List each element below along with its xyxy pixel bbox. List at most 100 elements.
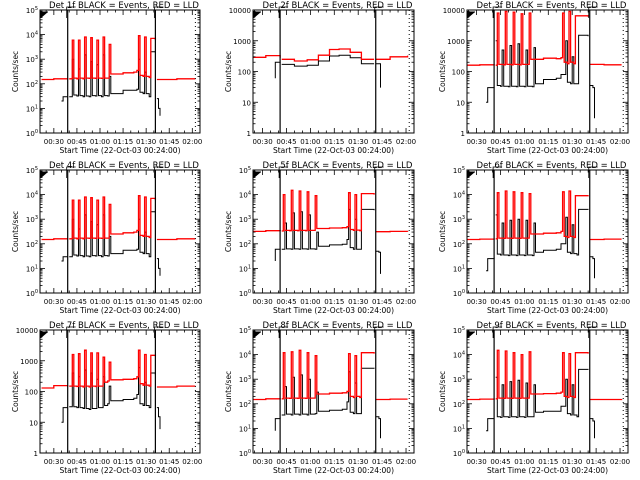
- interval-bracket-marker: [153, 166, 164, 178]
- events-series-line-segment-1: [486, 257, 495, 272]
- events-series-line-segment-2: [69, 367, 156, 410]
- events-series-line-segment-1: [61, 407, 68, 423]
- x-tick-label: 01:00: [300, 298, 320, 306]
- y-tick-label: 102: [26, 80, 38, 89]
- y-tick-label: 102: [239, 240, 251, 249]
- y-tick-label: 104: [453, 191, 465, 200]
- y-tick-label: 105: [26, 166, 38, 175]
- panel-data: [41, 349, 196, 430]
- y-tick-label: 100: [26, 289, 38, 298]
- events-series-line-segment-1: [486, 418, 495, 432]
- lld-series-line-segment-2: [495, 190, 589, 240]
- x-tick-label: 00:30: [466, 138, 486, 146]
- panel-title: Det 3f BLACK = Events, RED = LLD: [477, 1, 627, 11]
- interval-bracket-marker: [374, 166, 384, 178]
- y-tick-label: 10: [456, 99, 465, 107]
- events-series-line-segment-3: [375, 250, 381, 274]
- lld-series-line-segment-2: [69, 349, 157, 388]
- events-series-line-segment-3: [589, 256, 595, 279]
- events-series-line-segment-1: [486, 86, 495, 103]
- panel-frame: [466, 9, 629, 134]
- x-tick-label: 01:30: [136, 298, 156, 306]
- interval-bracket-marker: [278, 6, 289, 18]
- panel-data: [467, 10, 622, 119]
- panel-data: [253, 48, 409, 88]
- y-tick-label: 100: [26, 129, 38, 138]
- y-axis-label: Counts/sec: [11, 211, 20, 252]
- x-tick-label: 02:00: [182, 138, 202, 146]
- x-tick-label: 00:30: [44, 298, 64, 306]
- y-tick-label: 1: [34, 450, 38, 458]
- x-tick-label: 01:15: [324, 138, 344, 146]
- x-axis-label: Start Time (22-Oct-03 00:24:00): [59, 466, 180, 475]
- interval-bracket-marker: [66, 326, 76, 338]
- detector-panel-1: Det 1f BLACK = Events, RED = LLD 100 101 10…: [11, 1, 202, 155]
- x-tick-label: 01:00: [514, 298, 534, 306]
- x-tick-label: 01:30: [562, 138, 582, 146]
- panel-title: Det 4f BLACK = Events, RED = LLD: [49, 161, 199, 171]
- detector-panel-5: Det 5f BLACK = Events, RED = LLD 100 101 10…: [224, 161, 416, 315]
- x-axis-label: Start Time (22-Oct-03 00:24:00): [59, 146, 180, 155]
- y-tick-label: 105: [26, 6, 38, 15]
- lld-series-line-segment-2: [495, 349, 589, 400]
- x-tick-label: 00:30: [252, 298, 272, 306]
- x-tick-label: 00:30: [466, 298, 486, 306]
- x-tick-label: 00:30: [466, 458, 486, 466]
- interval-bracket-marker: [588, 326, 598, 338]
- x-tick-label: 02:00: [182, 458, 202, 466]
- y-tick-label: 1000: [233, 38, 251, 46]
- y-axis-label: Counts/sec: [438, 51, 447, 92]
- y-tick-label: 100: [453, 449, 465, 458]
- y-axis-label: Counts/sec: [224, 371, 233, 412]
- x-tick-label: 00:30: [252, 138, 272, 146]
- events-series-line-segment-1: [61, 256, 69, 262]
- x-tick-label: 01:15: [113, 298, 133, 306]
- y-tick-label: 10000: [16, 327, 38, 335]
- interval-bracket-marker: [492, 166, 503, 178]
- detector-panel-6: Det 6f BLACK = Events, RED = LLD 100 101 10…: [438, 161, 630, 315]
- events-series-line-segment-2: [281, 208, 375, 250]
- x-axis-label: Start Time (22-Oct-03 00:24:00): [273, 306, 394, 315]
- interval-bracket-marker: [492, 326, 503, 338]
- y-tick-label: 105: [239, 326, 251, 335]
- x-tick-label: 01:30: [136, 138, 156, 146]
- x-tick-label: 01:15: [538, 298, 558, 306]
- x-tick-label: 01:45: [586, 138, 606, 146]
- y-tick-label: 104: [26, 191, 38, 200]
- lld-series-line-segment-2: [281, 349, 375, 400]
- interval-bracket-marker: [492, 6, 503, 18]
- events-series-line-segment-1: [274, 61, 281, 79]
- lld-series-line-segment-2: [281, 189, 375, 232]
- events-series-line-segment-2: [495, 208, 589, 257]
- x-tick-label: 00:45: [490, 138, 510, 146]
- y-tick-label: 104: [453, 351, 465, 360]
- x-tick-label: 02:00: [182, 298, 202, 306]
- x-tick-label: 01:30: [136, 458, 156, 466]
- y-tick-label: 102: [239, 400, 251, 409]
- x-tick-label: 01:00: [90, 298, 110, 306]
- detector-panel-7: Det 7f BLACK = Events, RED = LLD 1 10 100 10…: [11, 321, 202, 475]
- x-tick-label: 00:45: [67, 138, 87, 146]
- panel-data: [253, 189, 409, 274]
- x-axis-label: Start Time (22-Oct-03 00:24:00): [273, 146, 394, 155]
- events-series-line-segment-3: [156, 258, 161, 276]
- x-tick-label: 00:45: [276, 298, 296, 306]
- x-tick-label: 01:45: [372, 298, 392, 306]
- y-tick-label: 103: [26, 215, 38, 224]
- lld-series-line-segment-1: [41, 384, 69, 389]
- x-tick-label: 02:00: [610, 458, 630, 466]
- panel-title: Det 8f BLACK = Events, RED = LLD: [263, 321, 413, 331]
- x-tick-label: 01:00: [300, 138, 320, 146]
- lld-series-line-segment-2: [495, 10, 589, 66]
- x-tick-label: 02:00: [396, 298, 416, 306]
- panel-data: [41, 35, 196, 116]
- y-tick-label: 101: [239, 264, 251, 273]
- lld-series-line-segment-3: [156, 385, 196, 388]
- x-tick-label: 01:30: [562, 298, 582, 306]
- events-series-line-segment-1: [274, 248, 281, 261]
- x-tick-label: 01:30: [348, 138, 368, 146]
- events-series-line-segment-2: [281, 54, 375, 67]
- lld-series-line-segment-2: [281, 48, 375, 62]
- events-series-line-segment-3: [589, 418, 595, 439]
